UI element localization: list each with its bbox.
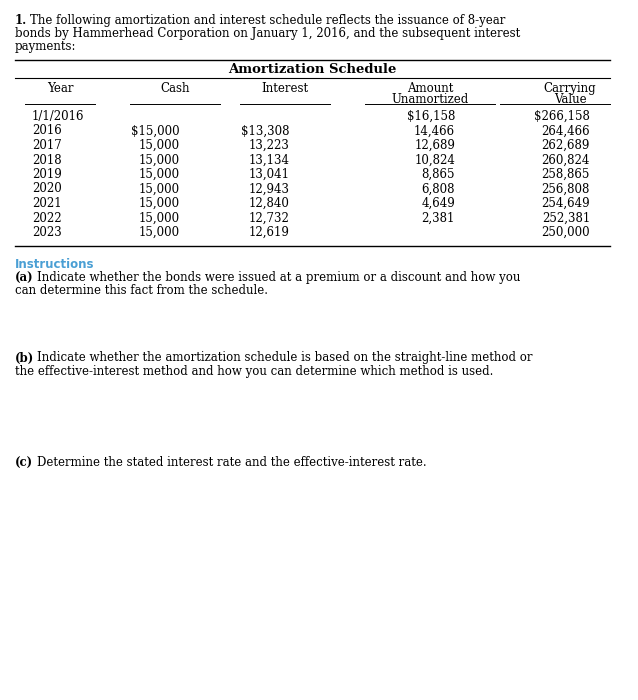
Text: Unamortized: Unamortized (391, 93, 469, 106)
Text: Indicate whether the amortization schedule is based on the straight-line method : Indicate whether the amortization schedu… (37, 351, 533, 365)
Text: 2020: 2020 (32, 183, 62, 195)
Text: 15,000: 15,000 (139, 168, 180, 181)
Text: Instructions: Instructions (15, 258, 94, 270)
Text: 2019: 2019 (32, 168, 62, 181)
Text: 10,824: 10,824 (414, 153, 455, 167)
Text: 1.: 1. (15, 14, 27, 27)
Text: $13,308: $13,308 (242, 125, 290, 137)
Text: 12,840: 12,840 (249, 197, 290, 210)
Text: 256,808: 256,808 (542, 183, 590, 195)
Text: 258,865: 258,865 (542, 168, 590, 181)
Text: 260,824: 260,824 (542, 153, 590, 167)
Text: 13,134: 13,134 (249, 153, 290, 167)
Text: 15,000: 15,000 (139, 226, 180, 239)
Text: 2022: 2022 (32, 211, 62, 225)
Text: 15,000: 15,000 (139, 153, 180, 167)
Text: (a): (a) (15, 272, 34, 284)
Text: Determine the stated interest rate and the effective-interest rate.: Determine the stated interest rate and t… (37, 456, 427, 470)
Text: Amount: Amount (407, 82, 453, 95)
Text: 15,000: 15,000 (139, 139, 180, 152)
Text: 4,649: 4,649 (421, 197, 455, 210)
Text: $15,000: $15,000 (131, 125, 180, 137)
Text: 2016: 2016 (32, 125, 62, 137)
Text: 2017: 2017 (32, 139, 62, 152)
Text: 6,808: 6,808 (422, 183, 455, 195)
Text: payments:: payments: (15, 40, 77, 53)
Text: 262,689: 262,689 (542, 139, 590, 152)
Text: 250,000: 250,000 (542, 226, 590, 239)
Text: 2023: 2023 (32, 226, 62, 239)
Text: Indicate whether the bonds were issued at a premium or a discount and how you: Indicate whether the bonds were issued a… (37, 272, 521, 284)
Text: 14,466: 14,466 (414, 125, 455, 137)
Text: Year: Year (47, 82, 73, 95)
Text: 13,223: 13,223 (249, 139, 290, 152)
Text: bonds by Hammerhead Corporation on January 1, 2016, and the subsequent interest: bonds by Hammerhead Corporation on Janua… (15, 27, 520, 40)
Text: the effective-interest method and how you can determine which method is used.: the effective-interest method and how yo… (15, 365, 493, 377)
Text: Cash: Cash (160, 82, 189, 95)
Text: 13,041: 13,041 (249, 168, 290, 181)
Text: 15,000: 15,000 (139, 183, 180, 195)
Text: 252,381: 252,381 (542, 211, 590, 225)
Text: 15,000: 15,000 (139, 197, 180, 210)
Text: Value: Value (554, 93, 586, 106)
Text: The following amortization and interest schedule reflects the issuance of 8-year: The following amortization and interest … (30, 14, 505, 27)
Text: (b): (b) (15, 351, 34, 365)
Text: 12,732: 12,732 (249, 211, 290, 225)
Text: Interest: Interest (262, 82, 309, 95)
Text: $266,158: $266,158 (534, 110, 590, 123)
Text: $16,158: $16,158 (406, 110, 455, 123)
Text: 1/1/2016: 1/1/2016 (32, 110, 84, 123)
Text: 12,943: 12,943 (249, 183, 290, 195)
Text: (c): (c) (15, 456, 33, 470)
Text: 12,619: 12,619 (249, 226, 290, 239)
Text: Carrying: Carrying (544, 82, 597, 95)
Text: Amortization Schedule: Amortization Schedule (228, 63, 396, 76)
Text: 2021: 2021 (32, 197, 62, 210)
Text: 2,381: 2,381 (422, 211, 455, 225)
Text: 254,649: 254,649 (542, 197, 590, 210)
Text: 8,865: 8,865 (422, 168, 455, 181)
Text: 264,466: 264,466 (542, 125, 590, 137)
Text: 15,000: 15,000 (139, 211, 180, 225)
Text: 12,689: 12,689 (414, 139, 455, 152)
Text: can determine this fact from the schedule.: can determine this fact from the schedul… (15, 284, 268, 298)
Text: 2018: 2018 (32, 153, 62, 167)
